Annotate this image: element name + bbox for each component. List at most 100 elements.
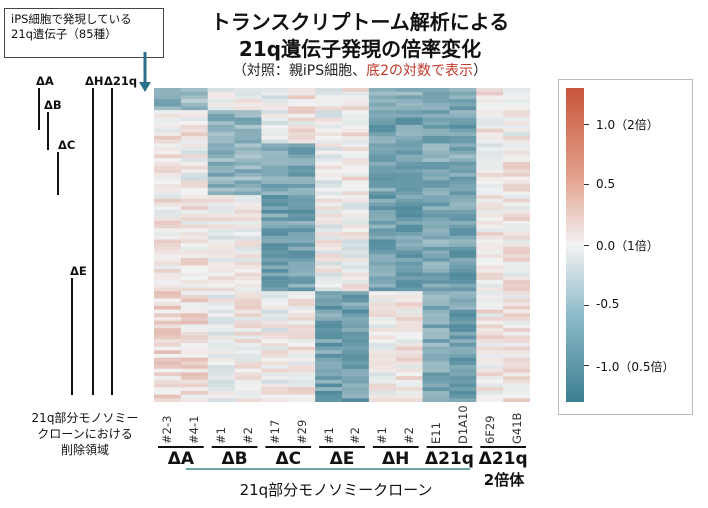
heatmap-cell [288,361,316,366]
heatmap-cell [503,139,530,144]
heatmap-cell [234,239,262,244]
heatmap-cell [422,165,450,170]
heatmap-cell [395,169,423,174]
heatmap-cell [342,331,370,336]
heatmap-cell [476,136,504,141]
heatmap-cell [503,331,530,336]
heatmap-cell [503,309,530,314]
subtitle-prefix: （対照：親iPS細胞、 [232,63,367,79]
heatmap-cell [395,398,423,402]
heatmap-cell [476,320,504,325]
heatmap-cell [368,139,397,144]
heatmap-cell [449,305,477,310]
heatmap-cell [315,368,343,373]
heatmap-cell [315,353,343,358]
heatmap-cell [234,339,262,344]
heatmap-cell [261,331,289,336]
heatmap-cell [288,99,316,104]
heatmap-cell [234,379,262,384]
heatmap-cell [503,246,530,251]
heatmap-cell [207,124,235,129]
heatmap-cell [503,257,530,262]
heatmap-cell [395,202,423,207]
heatmap-cell [234,172,262,177]
heatmap-cell [342,228,370,233]
heatmap-cell [342,235,370,240]
heatmap-cell [288,176,316,181]
heatmap-cell [261,294,289,299]
heatmap-cell [180,372,209,377]
colorbar-tick-mark [584,184,589,186]
heatmap-cell [154,169,182,174]
heatmap-cell [503,283,530,288]
heatmap-cell [368,328,397,333]
heatmap-cell [234,324,262,329]
heatmap-cell [207,195,235,200]
heatmap-cell [180,365,209,370]
heatmap-cell [476,143,504,148]
heatmap-cell [342,398,370,402]
heatmap-cell [476,154,504,159]
heatmap-cell [422,353,450,358]
heatmap-cell [261,328,289,333]
heatmap-cell [368,169,397,174]
heatmap-cell [154,342,182,347]
heatmap-cell [342,250,370,255]
heatmap-cell [154,250,182,255]
heatmap-cell [180,272,209,277]
heatmap-cell [288,106,316,111]
heatmap-cell [315,161,343,166]
heatmap-cell [180,124,209,129]
heatmap-cell [503,150,530,155]
heatmap-cell [422,91,450,96]
heatmap-cell [234,331,262,336]
heatmap-cell [234,394,262,399]
heatmap-cell [342,280,370,285]
heatmap-cell [476,346,504,351]
heatmap-cell [180,320,209,325]
heatmap-cell [342,298,370,303]
heatmap-cell [180,257,209,262]
heatmap-cell [261,169,289,174]
heatmap-cell [261,291,289,296]
heatmap-cell [234,368,262,373]
heatmap-cell [288,198,316,203]
column-tick-label: D1A10 [455,405,470,444]
heatmap-cell [395,106,423,111]
heatmap-cell [422,124,450,129]
heatmap-cell [422,106,450,111]
heatmap-cell [342,353,370,358]
heatmap-cell [395,172,423,177]
heatmap-cell [207,95,235,100]
heatmap-cell [395,235,423,240]
heatmap-cell [476,121,504,126]
heatmap-cell [234,294,262,299]
heatmap-cell [503,372,530,377]
heatmap-cell [395,309,423,314]
heatmap-cell [449,150,477,155]
heatmap-cell [180,110,209,115]
heatmap-cell [180,232,209,237]
heatmap-cell [207,257,235,262]
heatmap-cell [207,202,235,207]
heatmap-cell [476,368,504,373]
heatmap-cell [449,276,477,281]
heatmap-cell [342,102,370,107]
heatmap-cell [207,187,235,192]
heatmap-cell [422,169,450,174]
heatmap-cell [315,169,343,174]
heatmap-cell [368,265,397,270]
heatmap-cell [503,280,530,285]
heatmap-cell [207,191,235,196]
heatmap-cell [422,202,450,207]
heatmap-cell [234,95,262,100]
heatmap-cell [288,335,316,340]
heatmap-cell [180,254,209,259]
heatmap-cell [503,324,530,329]
heatmap-cell [342,394,370,399]
heatmap-cell [207,250,235,255]
heatmap-cell [154,220,182,225]
heatmap-cell [503,161,530,166]
heatmap-cell [476,328,504,333]
heatmap-cell [154,99,182,104]
